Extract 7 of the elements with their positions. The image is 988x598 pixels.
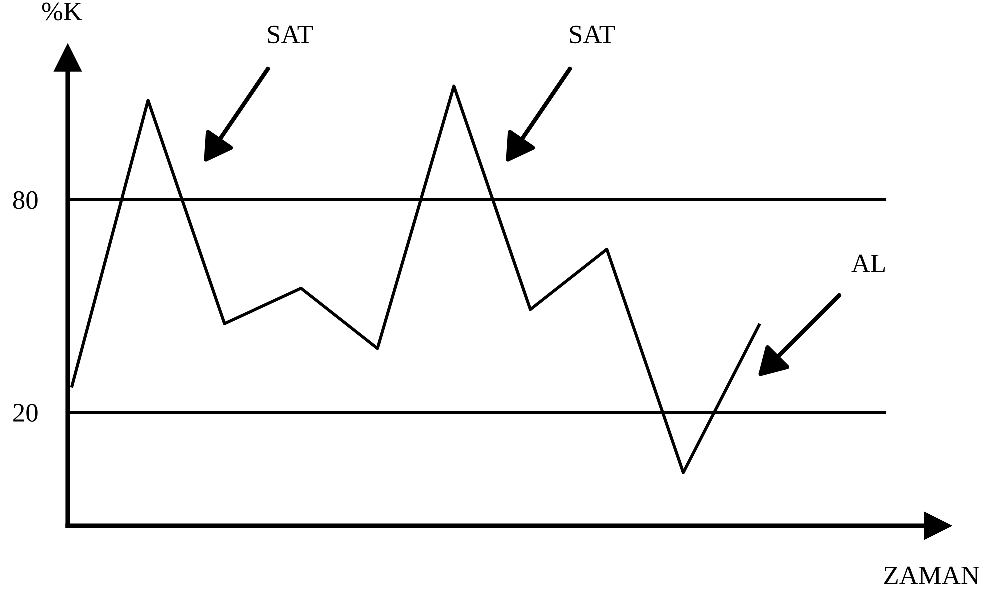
y-tick-label: 80 <box>13 191 38 210</box>
text: AL <box>852 254 886 272</box>
x-axis-title: ZAMAN <box>884 566 980 584</box>
y-tick-label: 20 <box>14 404 38 422</box>
text: SAT <box>570 26 616 44</box>
y-axis-title: %K <box>42 2 82 21</box>
text: SAT <box>268 26 314 44</box>
